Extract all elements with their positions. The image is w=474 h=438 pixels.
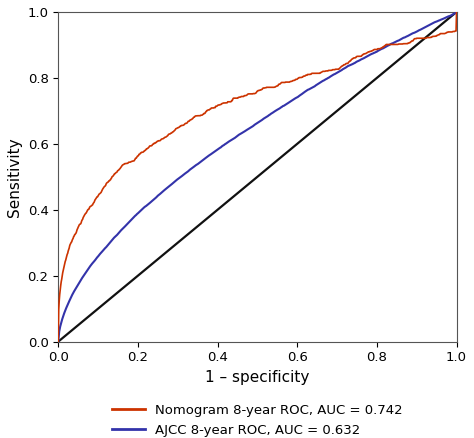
Y-axis label: Sensitivity: Sensitivity bbox=[7, 137, 22, 217]
X-axis label: 1 – specificity: 1 – specificity bbox=[205, 370, 310, 385]
Legend: Nomogram 8-year ROC, AUC = 0.742, AJCC 8-year ROC, AUC = 0.632: Nomogram 8-year ROC, AUC = 0.742, AJCC 8… bbox=[112, 404, 403, 437]
